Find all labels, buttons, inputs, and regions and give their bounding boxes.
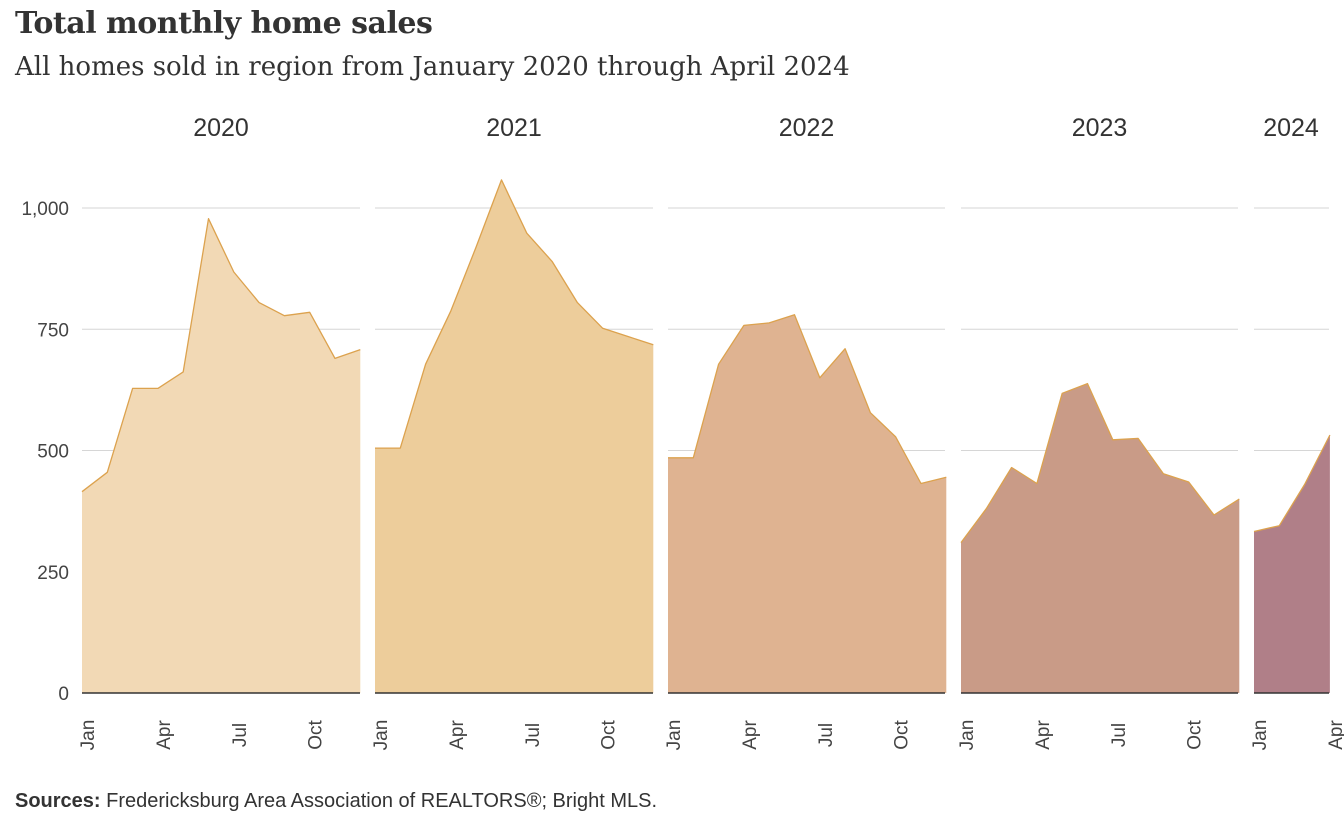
chart-subtitle: All homes sold in region from January 20…	[15, 52, 850, 82]
panel-title-2022: 2022	[779, 114, 835, 142]
line-2020	[81, 218, 361, 493]
x-tick-label: Apr	[447, 720, 468, 750]
y-tick-label: 1,000	[21, 199, 69, 220]
x-tick-label: Jan	[957, 720, 978, 751]
panel-title-2023: 2023	[1072, 114, 1128, 142]
y-tick-label: 0	[58, 684, 69, 705]
x-tick-label: Oct	[892, 720, 913, 750]
y-tick-label: 750	[37, 320, 69, 341]
panel-title-2024: 2024	[1263, 114, 1319, 142]
x-tick-label: Oct	[306, 720, 327, 750]
x-tick-label: Apr	[1326, 720, 1344, 750]
x-tick-label: Apr	[1033, 720, 1054, 750]
area-2022	[668, 314, 947, 693]
x-tick-label: Jan	[1250, 720, 1271, 751]
line-2021	[375, 179, 654, 449]
x-tick-label: Jul	[1109, 723, 1130, 747]
panel-title-2021: 2021	[486, 114, 542, 142]
area-2020	[82, 218, 361, 693]
area-2024	[1254, 435, 1330, 693]
panel-title-2020: 2020	[193, 114, 249, 142]
line-2023	[960, 382, 1240, 543]
x-tick-label: Apr	[740, 720, 761, 750]
chart-title: Total monthly home sales	[15, 6, 433, 41]
sources-note: Sources: Fredericksburg Area Association…	[15, 790, 657, 813]
x-tick-label: Jan	[371, 720, 392, 751]
sources-label: Sources:	[15, 790, 101, 812]
area-2023	[961, 383, 1240, 693]
x-tick-label: Jul	[523, 723, 544, 747]
x-tick-label: Apr	[154, 720, 175, 750]
x-tick-label: Oct	[599, 720, 620, 750]
x-tick-label: Jul	[816, 723, 837, 747]
line-2024	[1253, 434, 1331, 533]
x-tick-label: Jul	[230, 723, 251, 747]
line-2022	[668, 314, 947, 485]
y-tick-label: 250	[37, 563, 69, 584]
y-tick-label: 500	[37, 442, 69, 463]
x-tick-label: Oct	[1185, 720, 1206, 750]
x-tick-label: Jan	[78, 720, 99, 751]
sources-text: Fredericksburg Area Association of REALT…	[100, 790, 658, 812]
x-tick-label: Jan	[664, 720, 685, 751]
area-2021	[375, 179, 654, 693]
small-multiples-area-chart: 0 250 500 750 1,000 2020 Jan Apr Jul Oct 2021 Jan Ap…	[21, 114, 1344, 751]
